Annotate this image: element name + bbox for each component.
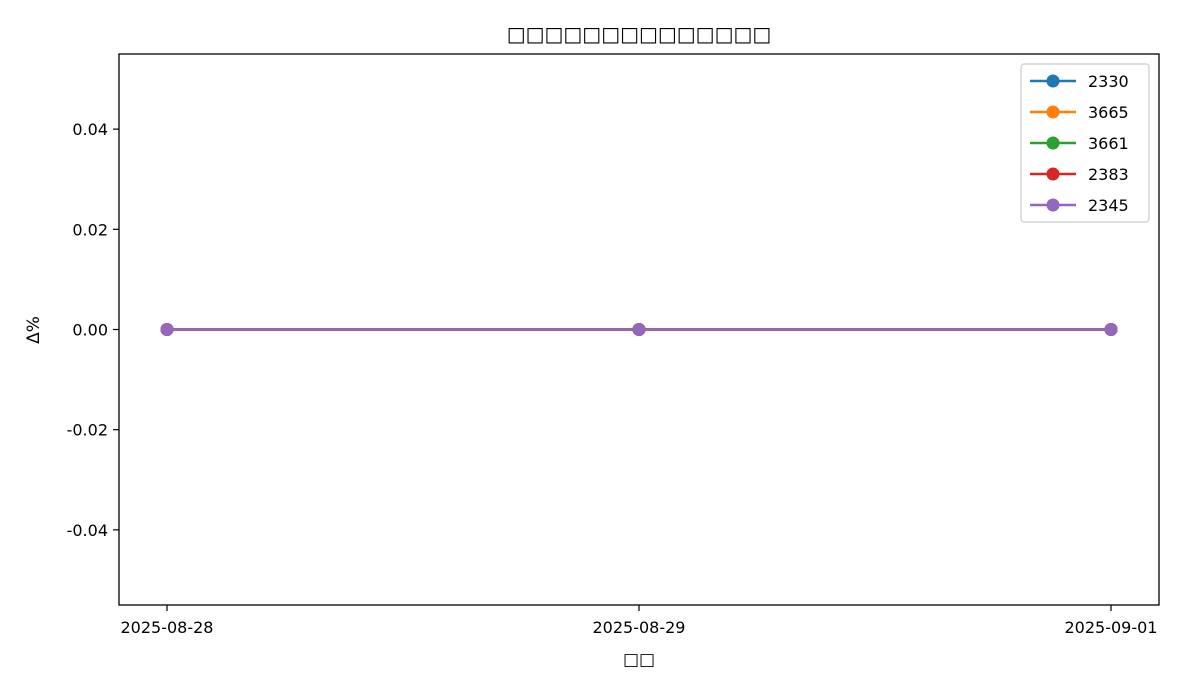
chart-title: □□□□□□□□□□□□□□ xyxy=(507,22,772,46)
data-point xyxy=(160,323,174,336)
y-axis-label: Δ% xyxy=(24,316,44,344)
legend-label: 2383 xyxy=(1088,165,1129,184)
legend-marker xyxy=(1046,198,1060,212)
legend-label: 2345 xyxy=(1088,196,1129,215)
x-tick-label: 2025-09-01 xyxy=(1065,618,1158,637)
legend-label: 3661 xyxy=(1088,134,1129,153)
y-tick-label: 0.04 xyxy=(72,120,108,139)
x-tick-label: 2025-08-29 xyxy=(593,618,686,637)
y-axis: 0.04 0.02 0.00 -0.02 -0.04 xyxy=(67,120,119,540)
legend-item-3665: 3665 xyxy=(1030,103,1129,122)
x-axis-label: □□ xyxy=(623,650,655,670)
legend-item-3661: 3661 xyxy=(1030,134,1129,153)
y-tick-label: -0.04 xyxy=(67,521,108,540)
data-point xyxy=(1104,323,1118,336)
series-2345 xyxy=(160,323,1118,336)
legend-marker xyxy=(1046,136,1060,150)
legend-label: 3665 xyxy=(1088,103,1129,122)
x-tick-label: 2025-08-28 xyxy=(121,618,214,637)
legend-item-2383: 2383 xyxy=(1030,165,1129,184)
legend-item-2345: 2345 xyxy=(1030,196,1129,215)
legend-marker xyxy=(1046,105,1060,119)
legend-marker xyxy=(1046,167,1060,181)
legend: 2330 3665 3661 2383 2345 xyxy=(1020,63,1150,223)
x-axis: 2025-08-28 2025-08-29 2025-09-01 xyxy=(121,605,1158,637)
legend-label: 2330 xyxy=(1088,72,1129,91)
data-point xyxy=(632,323,646,336)
plot-area xyxy=(160,323,1118,336)
y-tick-label: -0.02 xyxy=(67,421,108,440)
y-tick-label: 0.02 xyxy=(72,220,108,239)
legend-marker xyxy=(1046,74,1060,88)
y-tick-label: 0.00 xyxy=(72,321,108,340)
legend-box xyxy=(1020,63,1150,223)
legend-item-2330: 2330 xyxy=(1030,72,1129,91)
